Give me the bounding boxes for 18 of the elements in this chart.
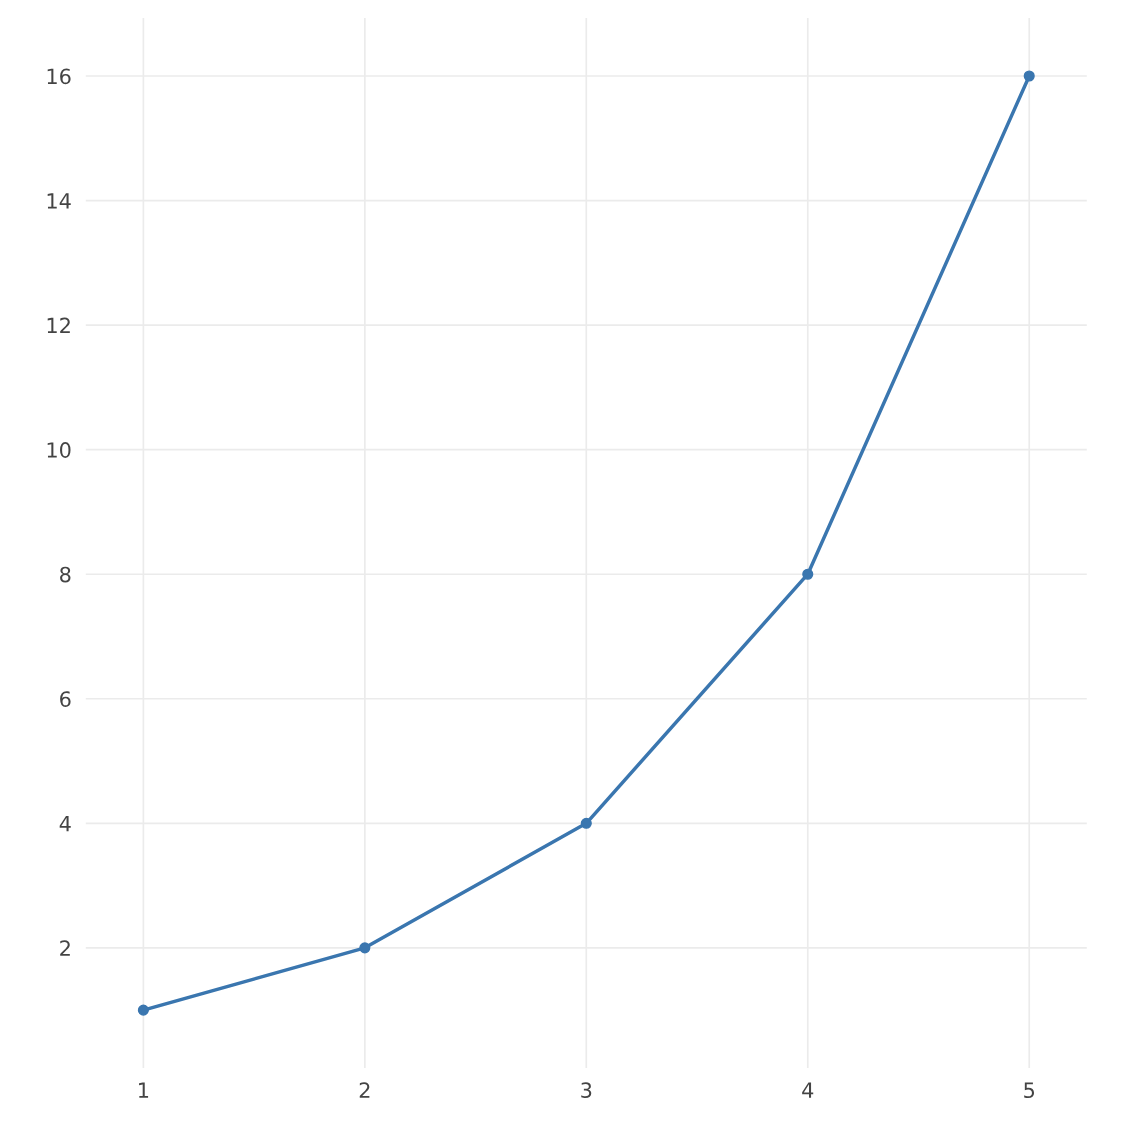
point bbox=[137, 1004, 149, 1016]
point bbox=[359, 942, 371, 954]
y-tick-label: 10 bbox=[47, 442, 71, 458]
point bbox=[802, 568, 814, 580]
point bbox=[580, 817, 592, 829]
y-tick-label: 14 bbox=[47, 193, 71, 209]
x-tick-label: 2 bbox=[359, 1082, 370, 1098]
y-tick-label: 16 bbox=[47, 68, 71, 85]
x-tick-label: 5 bbox=[1024, 1082, 1035, 1099]
y-tick-label: 4 bbox=[59, 816, 71, 832]
y-tick-label: 8 bbox=[60, 566, 71, 583]
point bbox=[1023, 70, 1035, 82]
x-tick-label: 3 bbox=[581, 1082, 592, 1099]
y-tick-label: 6 bbox=[60, 691, 71, 707]
y-tick-label: 12 bbox=[47, 317, 70, 334]
x-tick-label: 1 bbox=[139, 1082, 149, 1098]
y-tick-label: 2 bbox=[60, 940, 70, 956]
x-tick-label: 4 bbox=[802, 1082, 814, 1098]
